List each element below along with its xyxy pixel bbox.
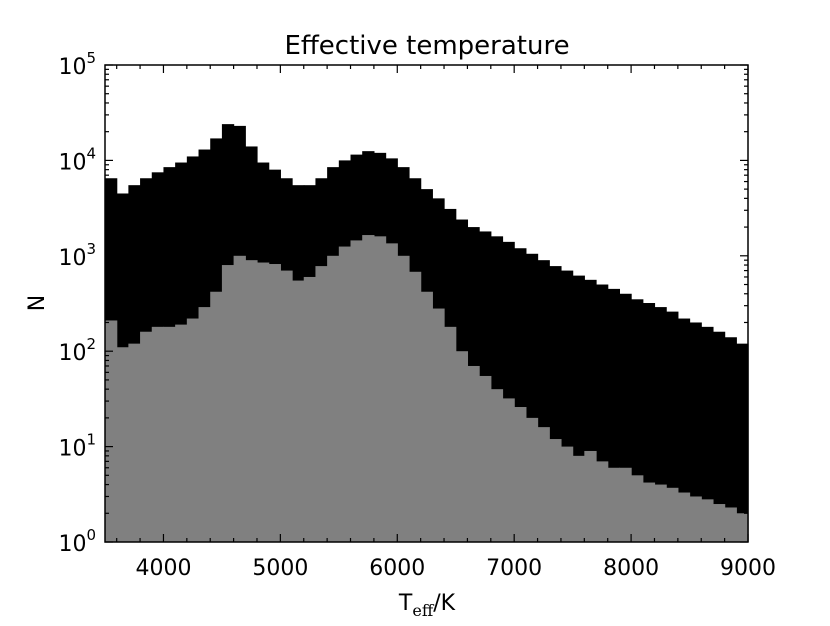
histogram-bar-series-1	[654, 484, 667, 542]
histogram-bar-series-0	[689, 322, 702, 542]
bars-layer	[105, 124, 749, 543]
histogram-bar-series-1	[677, 492, 691, 542]
histogram-bar-series-1	[303, 276, 317, 542]
histogram-bar-series-1	[408, 271, 422, 542]
histogram-bar-series-1	[140, 331, 153, 542]
y-tick-base: 10	[58, 437, 86, 462]
y-tick-exponent: 2	[86, 335, 96, 353]
histogram-bar-series-1	[596, 461, 609, 542]
histogram-bar-series-1	[245, 260, 258, 542]
histogram-bar-series-1	[572, 455, 585, 542]
y-tick-base: 10	[58, 55, 86, 80]
histogram-bar-series-1	[175, 324, 188, 542]
histogram-bar-series-1	[584, 450, 597, 542]
histogram-bar-series-1	[327, 255, 340, 543]
histogram-bar-series-1	[525, 417, 539, 542]
histogram-bar-series-1	[128, 343, 141, 542]
histogram-bar-series-0	[677, 318, 691, 542]
histogram-bar-series-0	[666, 311, 679, 542]
histogram-bar-series-1	[455, 351, 469, 542]
histogram-bar-series-1	[163, 326, 176, 542]
y-tick-exponent: 5	[86, 49, 96, 67]
histogram-bar-series-1	[689, 496, 702, 542]
histogram-bar-series-1	[221, 265, 235, 542]
histogram-bar-series-1	[362, 235, 375, 542]
x-axis-label-sub: eff	[412, 601, 434, 620]
histogram-bar-series-0	[736, 343, 749, 542]
y-tick-exponent: 1	[86, 431, 96, 449]
histogram-bar-series-0	[654, 307, 667, 542]
histogram-bar-series-1	[198, 307, 211, 542]
y-tick-label: 105	[58, 49, 96, 80]
chart-title: Effective temperature	[284, 31, 569, 61]
x-axis-label-main: T	[398, 591, 413, 616]
x-tick-label: 4000	[135, 556, 191, 581]
histogram-bar-series-1	[537, 427, 550, 542]
histogram-bar-series-1	[432, 308, 445, 542]
histogram-bar-series-0	[724, 337, 737, 542]
histogram-bar-series-1	[712, 504, 726, 542]
plot-frame	[104, 64, 749, 543]
y-tick-label: 101	[58, 431, 96, 462]
histogram-bar-series-1	[736, 513, 749, 542]
histogram-bar-series-0	[701, 326, 714, 542]
x-axis-label-unit: /K	[433, 591, 455, 616]
y-tick-base: 10	[58, 150, 86, 175]
y-tick-label: 104	[58, 144, 96, 175]
histogram-bar-series-1	[186, 318, 200, 542]
y-tick-exponent: 3	[86, 240, 96, 258]
histogram-bar-series-1	[549, 439, 562, 542]
histogram-bar-series-1	[666, 487, 679, 542]
histogram-bar-series-1	[724, 507, 737, 542]
histogram-bar-series-1	[385, 243, 398, 543]
histogram-bar-series-0	[642, 303, 656, 542]
histogram-bar-series-1	[502, 398, 515, 542]
histogram-bar-series-1	[373, 236, 387, 542]
histogram-bar-series-1	[338, 246, 352, 542]
histogram-bar-series-1	[350, 240, 363, 542]
histogram-bar-series-1	[701, 499, 714, 542]
histogram-bar-series-1	[233, 255, 246, 543]
y-tick-label: 100	[58, 526, 96, 557]
y-axis-label: N	[25, 295, 50, 311]
histogram-bar-series-1	[560, 446, 574, 542]
histogram-bar-series-1	[397, 255, 410, 543]
histogram-bar-series-1	[479, 375, 492, 542]
x-tick-label: 9000	[720, 556, 776, 581]
x-tick-label: 6000	[369, 556, 425, 581]
y-tick-label: 103	[58, 240, 96, 271]
histogram-bar-series-1	[642, 482, 656, 542]
y-tick-label: 102	[58, 335, 96, 366]
histogram-bar-series-1	[292, 280, 305, 542]
x-axis-label: Teff/K	[398, 591, 456, 620]
histogram-bar-series-1	[268, 264, 281, 542]
histogram-bar-series-1	[631, 475, 644, 542]
x-tick-labels: 4000 5000 6000 7000 8000 9000	[135, 556, 776, 581]
histogram-bar-series-1	[467, 365, 480, 542]
histogram-bar-series-1	[151, 326, 165, 542]
x-tick-label: 5000	[252, 556, 308, 581]
y-tick-base: 10	[58, 341, 86, 366]
histogram-bar-series-1	[256, 262, 270, 542]
histogram-bar-series-1	[280, 270, 293, 542]
y-tick-base: 10	[58, 246, 86, 271]
histogram-bar-series-1	[210, 291, 223, 542]
histogram-bar-series-1	[490, 389, 504, 542]
y-tick-exponent: 0	[86, 526, 96, 544]
histogram-bar-series-1	[315, 266, 328, 542]
y-tick-base: 10	[58, 532, 86, 557]
histogram-bar-series-1	[116, 347, 129, 542]
histogram-bar-series-1	[607, 467, 620, 542]
histogram-bar-series-0	[712, 331, 726, 542]
x-tick-label: 7000	[486, 556, 542, 581]
y-tick-exponent: 4	[86, 144, 96, 162]
x-tick-label: 8000	[603, 556, 659, 581]
histogram-bar-series-1	[420, 291, 433, 542]
histogram-bar-series-1	[105, 320, 118, 542]
histogram-bar-series-1	[514, 407, 527, 542]
histogram-bar-series-1	[444, 326, 457, 542]
histogram-bar-series-1	[619, 467, 632, 542]
